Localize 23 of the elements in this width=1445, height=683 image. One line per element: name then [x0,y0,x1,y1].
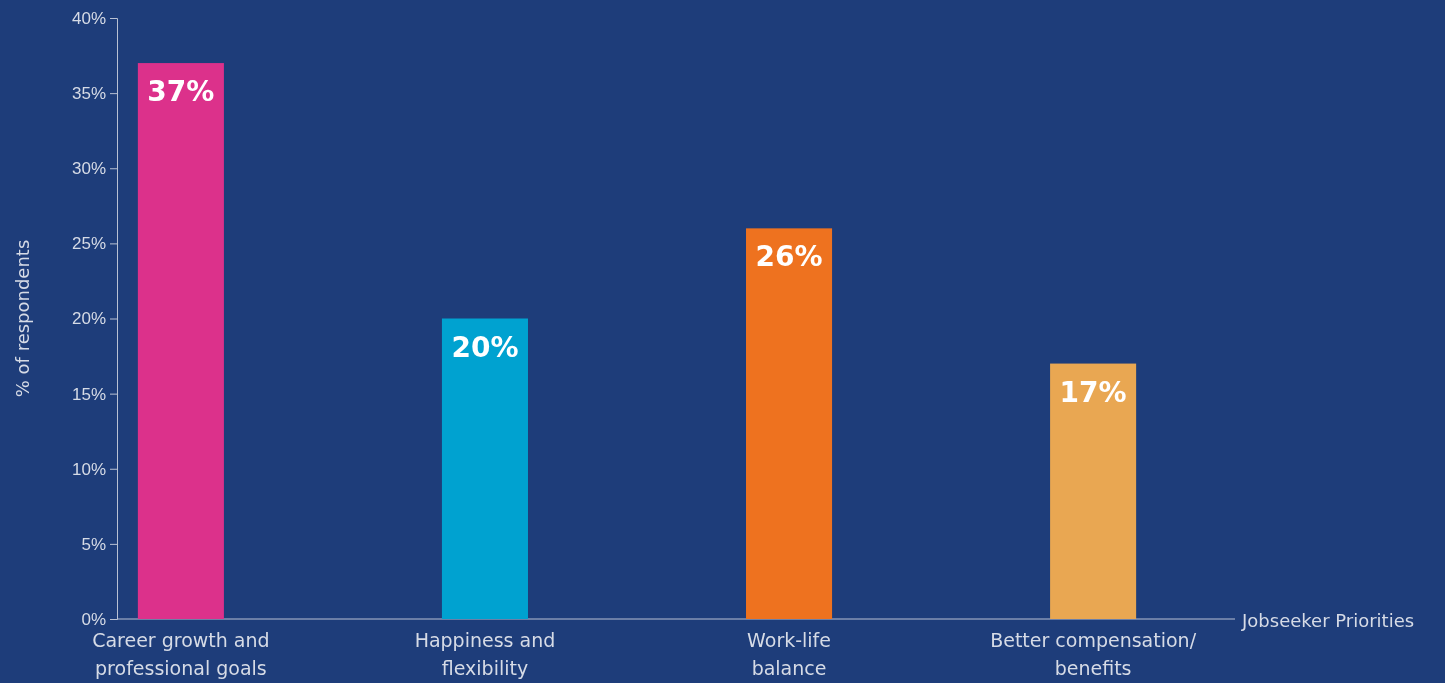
data-label: 26% [755,240,823,274]
data-label: 37% [147,75,215,109]
x-tick-label: Happiness and flexibility [414,629,556,679]
y-tick-label: 5% [81,534,106,554]
data-label: 20% [451,330,519,364]
x-axis-title: Jobseeker Priorities [1241,610,1415,631]
y-tick-label: 25% [71,234,106,254]
bar [746,228,833,619]
x-tick-label: Work-life balance [747,629,831,679]
y-tick-label: 30% [71,159,106,179]
data-label: 17% [1059,375,1127,409]
y-tick-label: 35% [71,84,106,104]
y-tick-label: 0% [81,609,106,629]
y-tick-label: 10% [71,459,106,479]
x-tick-label: Better compensation/ benefits [990,629,1197,679]
x-tick-label: Career growth and professional goals [92,629,270,679]
y-tick-label: 20% [71,309,106,329]
y-tick-label: 15% [71,384,106,404]
y-tick-label: 40% [71,8,106,28]
bar [441,318,528,619]
bar [137,63,224,619]
bar [1050,363,1137,619]
y-axis-title: % of respondents [12,239,33,398]
